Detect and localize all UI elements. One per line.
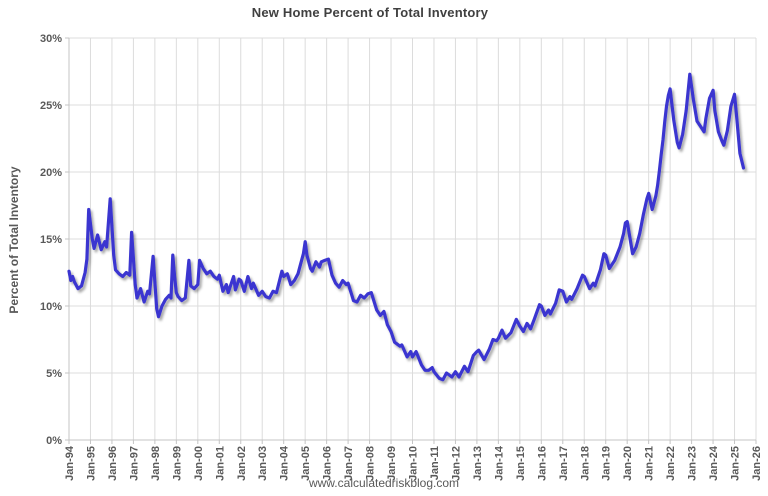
x-tick-label: Jan-09: [386, 446, 398, 481]
y-tick-label: 0%: [46, 435, 62, 447]
x-tick-label: Jan-11: [429, 446, 441, 480]
x-tick-label: Jan-26: [751, 446, 763, 481]
x-tick-label: Jan-10: [408, 446, 420, 481]
x-tick-label: Jan-24: [708, 445, 720, 481]
x-tick-label: Jan-96: [107, 446, 119, 481]
series-line: [67, 72, 746, 382]
x-tick-label: Jan-06: [322, 446, 334, 481]
x-tick-label: Jan-20: [622, 446, 634, 481]
watermark: www.calculatedriskblog.com: [308, 476, 460, 490]
x-tick-label: Jan-14: [493, 445, 505, 481]
x-tick-label: Jan-25: [730, 446, 742, 481]
y-tick-label: 15%: [40, 234, 62, 246]
x-tick-label: Jan-12: [450, 446, 462, 481]
x-tick-label: Jan-08: [365, 446, 377, 481]
y-tick-label: 10%: [40, 301, 62, 313]
x-tick-label: Jan-97: [128, 446, 140, 481]
x-tick-label: Jan-98: [150, 446, 162, 481]
x-tick-label: Jan-22: [665, 446, 677, 481]
x-tick-label: Jan-16: [536, 446, 548, 481]
x-tick-label: Jan-21: [644, 446, 656, 481]
x-tick-label: Jan-05: [300, 446, 312, 481]
x-tick-label: Jan-99: [171, 446, 183, 481]
x-tick-label: Jan-19: [601, 446, 613, 481]
x-tick-label: Jan-13: [472, 446, 484, 481]
x-tick-label: Jan-17: [558, 446, 570, 481]
x-tick-label: Jan-94: [64, 445, 76, 481]
x-tick-label: Jan-00: [193, 446, 205, 481]
y-tick-label: 5%: [46, 368, 62, 380]
gridlines: 0% 5% 10% 15% 20% 25% 30% Jan-94 Jan-95 Jan-96 Jan…: [40, 33, 763, 481]
x-tick-label: Jan-23: [687, 446, 699, 481]
y-tick-label: 20%: [40, 167, 62, 179]
x-tick-label: Jan-04: [279, 445, 291, 481]
x-tick-label: Jan-95: [85, 446, 97, 481]
chart-title: New Home Percent of Total Inventory: [251, 5, 489, 20]
y-tick-label: 30%: [40, 33, 62, 45]
x-tick-label: Jan-18: [579, 446, 591, 481]
x-tick-label: Jan-03: [257, 446, 269, 481]
x-tick-label: Jan-07: [343, 446, 355, 481]
x-tick-label: Jan-02: [236, 446, 248, 481]
x-tick-label: Jan-15: [515, 446, 527, 481]
y-tick-label: 25%: [40, 100, 62, 112]
x-tick-label: Jan-01: [214, 446, 226, 481]
